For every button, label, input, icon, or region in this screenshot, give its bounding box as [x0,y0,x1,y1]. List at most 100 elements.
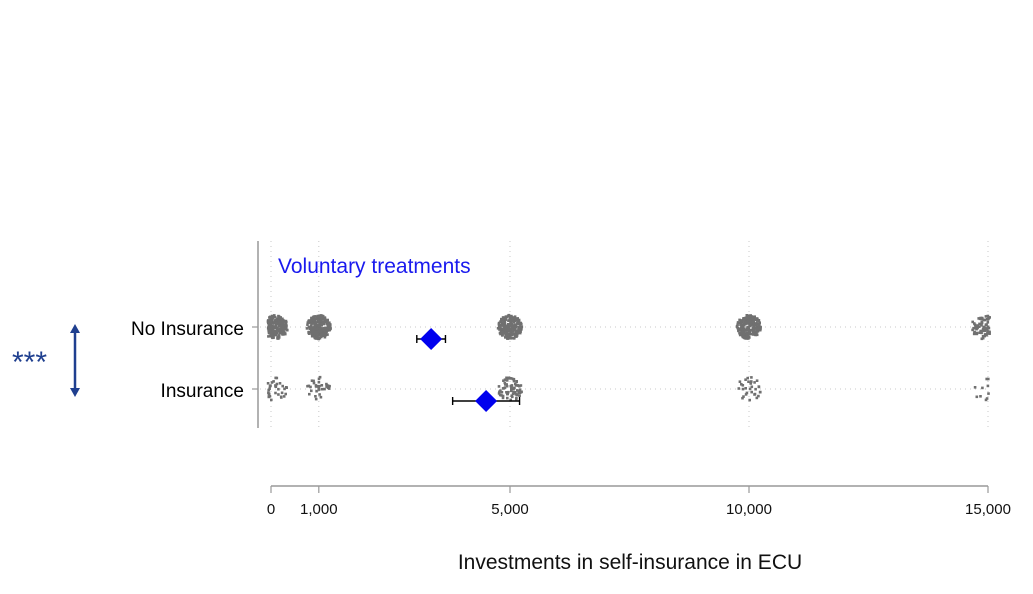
data-point [518,331,522,335]
data-point [744,335,747,339]
data-point [981,336,985,340]
data-point [313,315,316,318]
data-point [757,326,761,330]
data-point [987,315,990,319]
data-point [746,334,749,338]
data-point [737,387,741,390]
data-point [270,331,274,335]
data-point [986,384,990,388]
data-point [501,327,505,331]
data-point [512,337,516,340]
data-point [276,321,280,324]
data-point [519,384,523,387]
data-point [313,336,317,340]
data-point [985,333,988,337]
data-point [745,391,749,395]
data-point [971,328,974,332]
data-point [740,321,743,325]
data-point [503,326,507,329]
data-point [308,392,311,396]
data-point [977,325,981,328]
data-point [972,326,975,330]
data-point [319,322,323,325]
data-point [328,325,332,328]
data-point [329,323,332,326]
data-point [274,384,278,388]
data-point [317,380,321,384]
data-point [276,335,279,339]
data-point [971,320,974,324]
data-point [510,387,513,390]
data-point [512,378,516,381]
data-point [497,324,501,327]
data-point [278,324,282,328]
data-point [502,379,505,382]
data-point [746,321,749,324]
data-point [269,330,272,334]
data-point [741,384,745,387]
data-point [277,393,280,396]
data-point [277,387,280,391]
data-point [503,328,506,331]
data-point [518,328,522,331]
data-point [745,337,748,340]
data-point [326,323,329,326]
data-point [515,380,518,384]
data-point [754,323,757,326]
data-point [513,326,516,329]
data-point [737,329,740,333]
data-point [320,384,324,387]
data-point [984,315,988,318]
data-point [282,395,286,398]
data-point [747,333,751,336]
data-point [741,323,744,327]
data-point [754,387,757,391]
data-point [980,324,983,327]
data-point [277,317,281,320]
data-point [738,331,741,335]
data-point [310,318,313,322]
data-point [518,325,522,329]
data-point [502,330,505,334]
data-point [506,396,509,400]
data-point [278,329,281,333]
data-point [313,317,317,321]
data-point [502,316,506,319]
data-point [975,395,979,399]
data-point [980,316,984,320]
data-point [324,320,327,324]
data-point [319,329,322,332]
data-point [511,392,515,396]
data-point [270,326,273,330]
data-point [504,336,507,339]
data-point [509,384,513,388]
data-point [280,325,284,329]
data-point [497,322,501,325]
significance-arrow-head-up [70,324,80,333]
data-point [278,327,282,331]
data-point [503,320,507,323]
data-point [505,327,509,331]
data-point [310,326,314,329]
data-point [282,327,285,330]
data-point [757,385,761,388]
data-point [518,384,521,388]
data-point [509,328,513,331]
data-point [505,376,508,380]
data-point [266,382,270,385]
data-point [313,334,316,338]
data-point [284,326,288,329]
data-point [986,318,990,321]
data-point [976,324,979,328]
data-point [739,327,743,330]
data-point [309,327,312,330]
data-point [517,319,521,323]
data-point [326,320,329,323]
data-point [326,326,330,330]
data-point [735,325,739,329]
data-point [320,335,323,339]
data-point [510,315,513,318]
category-label-no-insurance: No Insurance [131,319,244,340]
data-point [280,331,283,335]
data-point [501,387,505,390]
